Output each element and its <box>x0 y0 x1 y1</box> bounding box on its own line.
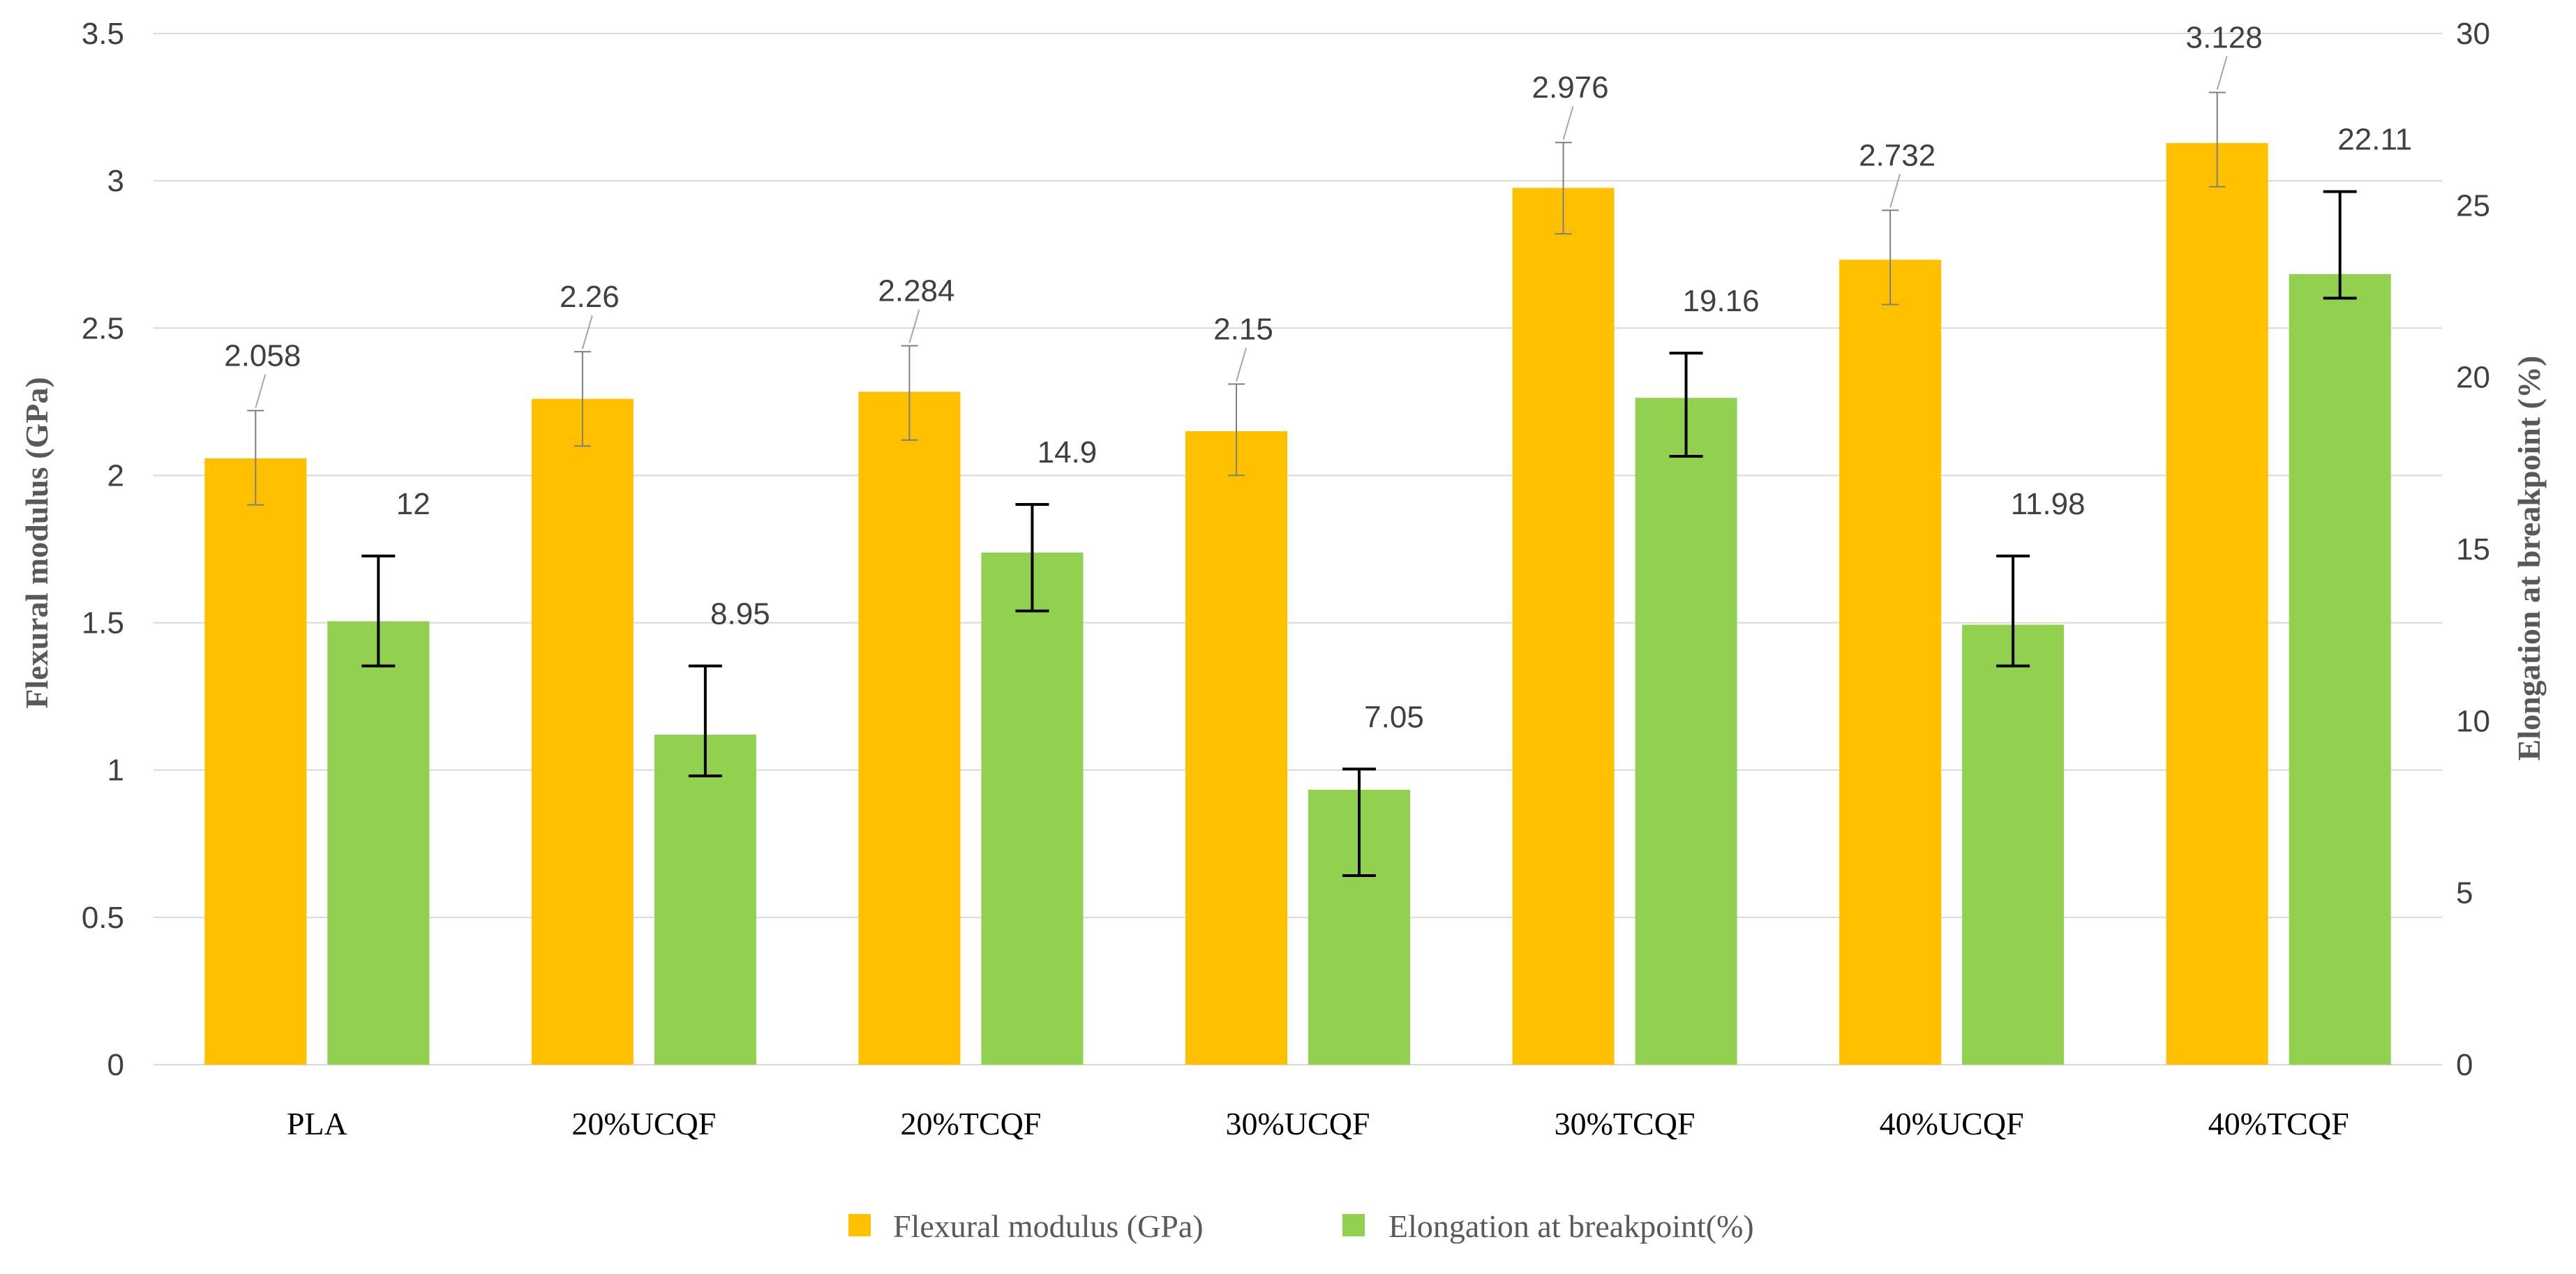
bar-elongation <box>1962 624 2065 1065</box>
data-labels: 2.058 12 2.26 8.95 2.284 14.9 2.15 7.05 2.976 19.… <box>224 20 2412 734</box>
bar-flexural <box>858 391 961 1065</box>
left-tick-label: 3 <box>107 164 124 198</box>
data-label-leader <box>1889 174 1901 208</box>
data-label-flexural: 2.26 <box>560 280 620 314</box>
bar-flexural <box>1185 431 1287 1065</box>
left-tick-label: 2.5 <box>82 311 124 345</box>
bar-elongation <box>1635 398 1737 1065</box>
legend-swatch-elongation <box>1342 1214 1365 1236</box>
bar-elongation <box>981 552 1084 1065</box>
left-tick-label: 3.5 <box>82 17 124 51</box>
category-label: 30%TCQF <box>1555 1106 1695 1141</box>
left-tick-label: 0.5 <box>82 901 124 935</box>
category-labels: PLA 20%UCQF 20%TCQF 30%UCQF 30%TCQF 40%UCQF 40… <box>287 1106 2349 1141</box>
data-label-elongation: 19.16 <box>1683 284 1760 318</box>
right-tick-label: 15 <box>2456 532 2490 567</box>
legend-label-flexural: Flexural modulus (GPa) <box>893 1208 1204 1244</box>
right-tick-label: 10 <box>2456 704 2490 738</box>
data-label-elongation: 8.95 <box>710 597 770 631</box>
gridlines <box>153 33 2442 1065</box>
bar-flexural <box>531 398 634 1065</box>
data-label-leader <box>1236 347 1247 382</box>
bar-elongation <box>2289 273 2391 1065</box>
data-label-flexural: 2.732 <box>1859 138 1935 172</box>
category-label: 40%TCQF <box>2208 1106 2349 1141</box>
category-label: 20%UCQF <box>571 1106 716 1141</box>
data-label-flexural: 2.15 <box>1213 313 1273 347</box>
data-label-elongation: 11.98 <box>2011 487 2085 521</box>
right-tick-label: 30 <box>2456 17 2490 51</box>
right-tick-label: 5 <box>2456 876 2473 910</box>
right-tick-label: 20 <box>2456 361 2490 395</box>
data-label-leader <box>581 315 593 350</box>
data-label-flexural: 2.284 <box>878 274 954 308</box>
right-tick-label: 25 <box>2456 188 2490 223</box>
legend-label-elongation: Elongation at breakpoint(%) <box>1388 1208 1754 1244</box>
data-label-flexural: 2.058 <box>224 339 301 373</box>
data-label-flexural: 3.128 <box>2186 20 2263 54</box>
bar-flexural <box>2166 143 2268 1065</box>
bar-flexural <box>1512 188 1615 1065</box>
category-label: 40%UCQF <box>1880 1106 2024 1141</box>
left-axis-title: Flexural modulus (GPa) <box>19 377 54 708</box>
category-label: 20%TCQF <box>900 1106 1041 1141</box>
right-tick-label: 0 <box>2456 1048 2473 1082</box>
data-label-elongation: 14.9 <box>1038 435 1098 470</box>
category-label: 30%UCQF <box>1225 1106 1370 1141</box>
legend-swatch-flexural <box>848 1214 871 1236</box>
bar-flexural <box>1839 260 1942 1065</box>
bars <box>204 143 2391 1065</box>
bar-elongation <box>654 735 756 1065</box>
left-tick-label: 0 <box>107 1048 124 1082</box>
left-tick-label: 2 <box>107 458 124 493</box>
left-axis-ticks: 0 0.5 1 1.5 2 2.5 3 3.5 <box>82 17 124 1082</box>
data-label-leader <box>2216 56 2228 90</box>
data-label-leader <box>255 374 267 408</box>
data-label-elongation: 7.05 <box>1364 700 1424 734</box>
left-tick-label: 1 <box>107 754 124 788</box>
bar-flexural <box>204 458 307 1065</box>
bar-elongation <box>327 621 430 1065</box>
right-axis-title: Elongation at breakpoint (%) <box>2511 356 2547 761</box>
right-axis-ticks: 0 5 10 15 20 25 30 <box>2456 17 2490 1082</box>
error-bars <box>247 91 2357 878</box>
data-label-elongation: 12 <box>396 487 430 521</box>
legend: Flexural modulus (GPa) Elongation at bre… <box>848 1208 1754 1244</box>
left-tick-label: 1.5 <box>82 606 124 640</box>
data-label-flexural: 2.976 <box>1532 70 1609 105</box>
data-label-elongation: 22.11 <box>2337 123 2412 157</box>
data-label-leader <box>908 309 920 343</box>
data-label-leader <box>1562 105 1574 140</box>
category-label: PLA <box>287 1106 347 1141</box>
